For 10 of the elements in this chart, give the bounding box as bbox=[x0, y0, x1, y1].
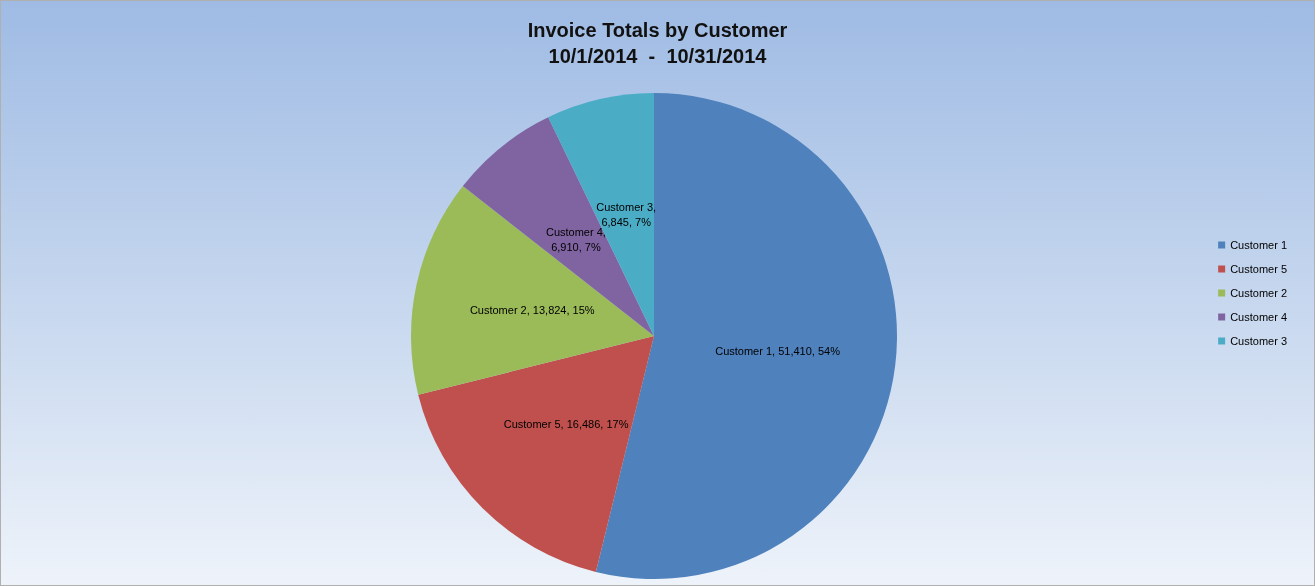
legend-label: Customer 1 bbox=[1230, 239, 1288, 251]
data-label: Customer 5, 16,486, 17% bbox=[503, 418, 629, 431]
data-label: Customer 1, 51,410, 54% bbox=[715, 345, 841, 358]
chart-subtitle: 10/1/2014 - 10/31/2014 bbox=[548, 45, 768, 67]
data-label: Customer 2, 13,824, 15% bbox=[469, 303, 595, 316]
chart-title: Invoice Totals by Customer bbox=[527, 19, 788, 41]
legend-label: Customer 3 bbox=[1230, 335, 1288, 347]
legend-label: Customer 4 bbox=[1230, 311, 1288, 323]
legend-label: Customer 5 bbox=[1230, 263, 1288, 275]
legend-label: Customer 2 bbox=[1230, 287, 1288, 299]
